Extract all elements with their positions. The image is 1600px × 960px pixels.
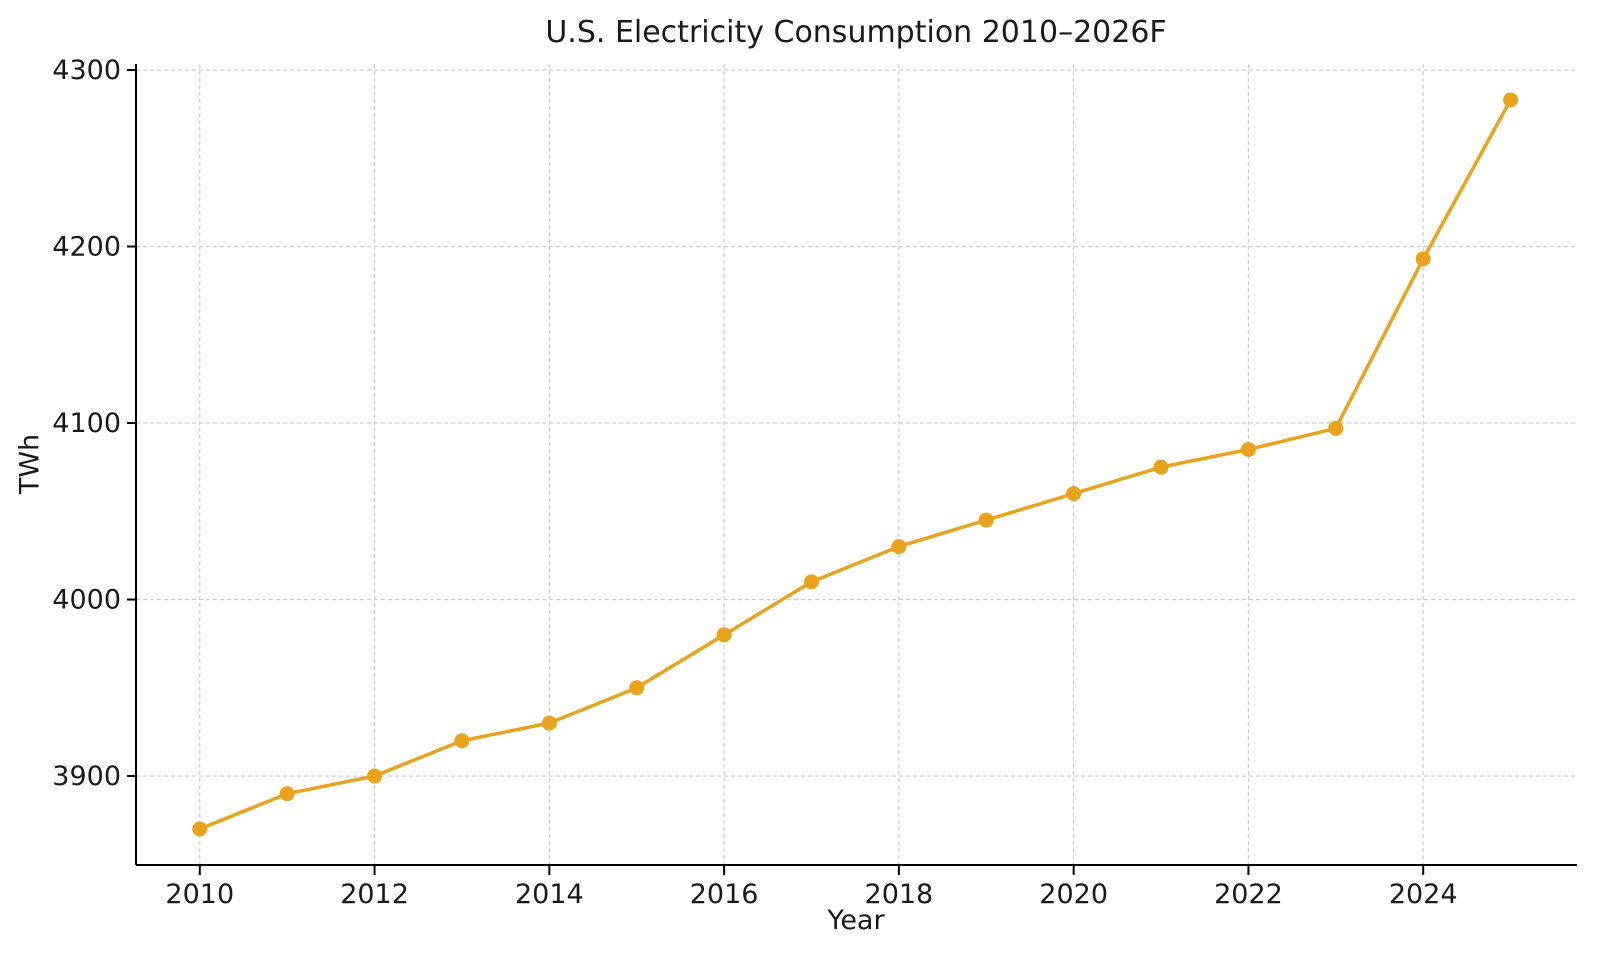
x-tick-label: 2010 (165, 879, 234, 910)
y-tick-label: 3900 (52, 761, 121, 792)
y-tick-label: 4100 (52, 408, 121, 439)
x-axis-label: Year (827, 905, 885, 936)
y-axis-label: TWh (14, 433, 46, 495)
data-point (1415, 251, 1431, 267)
x-tick-label: 2016 (690, 879, 759, 910)
data-point (803, 574, 819, 590)
data-point (978, 512, 994, 528)
data-point (541, 715, 557, 731)
data-point (629, 680, 645, 696)
data-point (192, 821, 208, 837)
x-tick-label: 2020 (1039, 879, 1108, 910)
x-tick-label: 2022 (1214, 879, 1283, 910)
x-tick-label: 2018 (865, 879, 934, 910)
x-tick-label: 2014 (515, 879, 584, 910)
gridlines (136, 64, 1577, 865)
series-line (198, 98, 1513, 831)
data-point (1328, 420, 1344, 436)
data-point (367, 768, 383, 784)
data-point (1153, 459, 1169, 475)
y-tick-label: 4000 (52, 585, 121, 616)
data-point (1503, 92, 1519, 108)
data-point (454, 733, 470, 749)
chart-title: U.S. Electricity Consumption 2010–2026F (545, 15, 1167, 50)
data-point (279, 786, 295, 802)
x-tick-label: 2024 (1389, 879, 1458, 910)
y-tick-label: 4200 (52, 232, 121, 263)
data-point (891, 539, 907, 555)
data-point (1240, 441, 1256, 457)
data-point (1066, 486, 1082, 502)
y-tick-label: 4300 (52, 55, 121, 86)
data-point (716, 627, 732, 643)
x-tick-label: 2012 (340, 879, 409, 910)
